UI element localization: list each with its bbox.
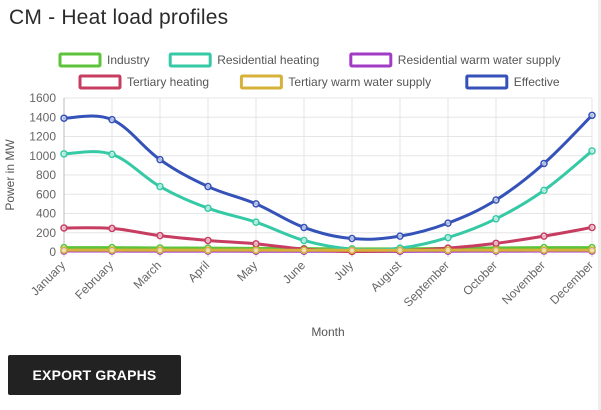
x-axis-title: Month bbox=[311, 325, 344, 339]
data-point bbox=[540, 159, 548, 168]
y-tick-label: 1000 bbox=[29, 149, 56, 163]
data-point bbox=[252, 240, 260, 248]
y-axis-title: Power in MW bbox=[3, 139, 17, 211]
data-point bbox=[156, 246, 164, 254]
data-point bbox=[156, 155, 164, 164]
data-point bbox=[60, 224, 68, 232]
legend-label: Industry bbox=[107, 53, 150, 67]
data-point bbox=[492, 239, 500, 248]
y-tick-label: 1200 bbox=[29, 130, 56, 144]
data-point bbox=[204, 204, 212, 212]
data-point bbox=[300, 236, 308, 245]
legend-label: Residential warm water supply bbox=[398, 53, 561, 67]
legend-item: Residential warm water supply bbox=[349, 52, 561, 68]
legend-swatch bbox=[58, 52, 102, 68]
x-tick-label: July bbox=[331, 258, 356, 283]
legend-swatch bbox=[78, 74, 122, 90]
data-point bbox=[60, 246, 68, 254]
data-point bbox=[60, 114, 68, 122]
x-tick-label: February bbox=[72, 258, 116, 302]
data-point bbox=[396, 232, 404, 240]
y-tick-label: 800 bbox=[36, 168, 56, 182]
data-point bbox=[252, 218, 260, 226]
data-point bbox=[588, 246, 596, 254]
x-tick-label: April bbox=[185, 258, 212, 285]
data-point bbox=[108, 246, 116, 254]
data-point bbox=[492, 246, 500, 254]
x-tick-label: August bbox=[368, 258, 405, 295]
heat-load-chart: Industry Residential heating Residential w… bbox=[3, 52, 596, 339]
series-line bbox=[62, 113, 594, 241]
x-tick-label: October bbox=[460, 258, 500, 298]
legend-swatch bbox=[239, 74, 283, 90]
y-tick-label: 1400 bbox=[29, 110, 56, 124]
legend-item: Tertiary warm water supply bbox=[239, 74, 431, 90]
legend-swatch bbox=[465, 74, 509, 90]
y-tick-label: 200 bbox=[36, 226, 56, 240]
data-point bbox=[492, 196, 500, 204]
series-line bbox=[62, 149, 594, 252]
data-point bbox=[588, 147, 596, 155]
legend-item: Industry bbox=[58, 52, 150, 68]
data-point bbox=[252, 246, 260, 254]
page-title: CM - Heat load profiles bbox=[9, 6, 229, 29]
scrollbar-track[interactable] bbox=[598, 0, 601, 410]
data-point bbox=[108, 115, 116, 124]
data-point bbox=[156, 231, 164, 240]
series-group bbox=[60, 147, 596, 253]
data-point bbox=[108, 150, 116, 159]
legend-label: Residential heating bbox=[217, 53, 319, 67]
legend-item: Tertiary heating bbox=[78, 74, 209, 90]
x-tick-label: September bbox=[401, 258, 452, 309]
x-tick-label: June bbox=[280, 258, 309, 287]
data-point bbox=[588, 223, 596, 232]
y-tick-label: 600 bbox=[36, 187, 56, 201]
legend-swatch bbox=[349, 52, 393, 68]
data-point bbox=[204, 236, 212, 245]
x-tick-label: November bbox=[499, 258, 548, 307]
x-tick-label: January bbox=[28, 258, 68, 298]
legend-item: Effective bbox=[465, 74, 560, 90]
legend-item: Residential heating bbox=[168, 52, 319, 68]
data-point bbox=[348, 234, 356, 243]
legend-label: Effective bbox=[514, 75, 560, 89]
y-tick-label: 400 bbox=[36, 207, 56, 221]
data-point bbox=[540, 246, 548, 254]
data-point bbox=[540, 232, 548, 240]
data-point bbox=[156, 182, 164, 191]
series-group bbox=[60, 111, 596, 243]
x-tick-label: May bbox=[234, 258, 260, 284]
data-point bbox=[108, 224, 116, 233]
data-point bbox=[60, 150, 68, 158]
data-point bbox=[444, 233, 452, 242]
export-graphs-button[interactable]: EXPORT GRAPHS bbox=[8, 355, 181, 395]
data-point bbox=[252, 200, 260, 208]
x-tick-label: March bbox=[131, 258, 164, 291]
legend-label: Tertiary warm water supply bbox=[288, 75, 431, 89]
data-point bbox=[204, 246, 212, 254]
data-point bbox=[300, 223, 308, 232]
data-point bbox=[204, 182, 212, 191]
y-tick-label: 1600 bbox=[29, 91, 56, 105]
data-point bbox=[444, 219, 452, 227]
x-tick-label: December bbox=[547, 258, 596, 307]
data-point bbox=[588, 111, 596, 120]
data-point bbox=[540, 186, 548, 195]
series-group bbox=[60, 246, 596, 255]
legend-swatch bbox=[168, 52, 212, 68]
data-point bbox=[348, 246, 356, 255]
data-point bbox=[396, 246, 404, 255]
y-tick-label: 0 bbox=[49, 245, 56, 259]
legend-label: Tertiary heating bbox=[127, 75, 209, 89]
data-point bbox=[444, 246, 452, 254]
data-point bbox=[300, 246, 308, 255]
data-point bbox=[492, 215, 500, 223]
